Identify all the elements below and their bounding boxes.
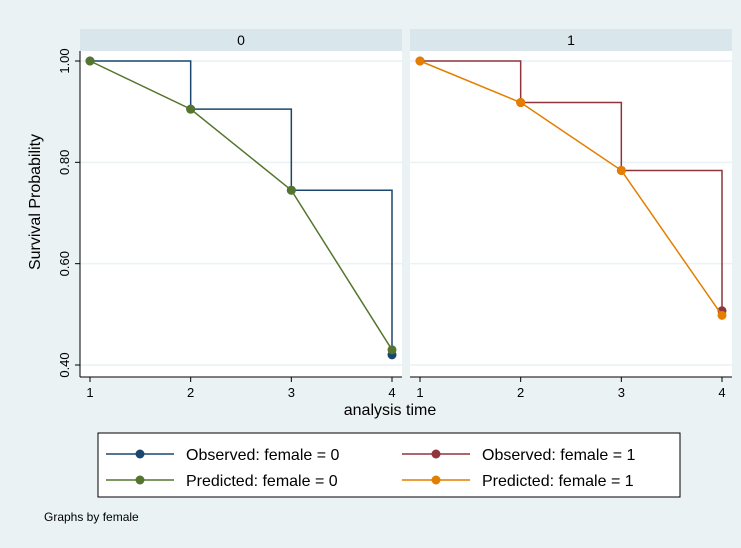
panel-strip-1 bbox=[410, 29, 732, 51]
point-0-1-3 bbox=[387, 345, 397, 355]
y-axis-label: Survival Probability bbox=[27, 134, 44, 270]
panel-0: 0 1 2 3 4 0.40 0.60 0.80 1.00 bbox=[57, 29, 402, 400]
panel-strip-0 bbox=[80, 29, 402, 51]
point-1-1-0 bbox=[415, 56, 425, 66]
x-tick-label-0-3: 4 bbox=[388, 385, 395, 400]
legend-box bbox=[97, 432, 681, 498]
x-tick-label-0-2: 3 bbox=[288, 385, 295, 400]
point-1-1-1 bbox=[516, 98, 526, 108]
point-0-1-0 bbox=[85, 56, 95, 66]
y-tick-label-3: 1.00 bbox=[57, 48, 72, 73]
legend-label-0: Observed: female = 0 bbox=[186, 447, 340, 464]
point-0-1-2 bbox=[286, 185, 296, 195]
legend-marker-1 bbox=[431, 449, 441, 459]
x-tick-label-1-2: 3 bbox=[618, 385, 625, 400]
y-tick-label-1: 0.60 bbox=[57, 251, 72, 276]
legend-marker-3 bbox=[431, 475, 441, 485]
legend-marker-0 bbox=[135, 449, 145, 459]
graphs-by-note: Graphs by female bbox=[44, 510, 139, 524]
series-line-0-1 bbox=[89, 60, 393, 351]
legend-marker-2 bbox=[135, 475, 145, 485]
x-tick-label-1-0: 1 bbox=[416, 385, 423, 400]
y-tick-label-0: 0.40 bbox=[57, 352, 72, 377]
series-line-1-1 bbox=[419, 60, 723, 316]
panel-1: 1 1 2 3 4 bbox=[410, 29, 732, 400]
point-1-1-3 bbox=[717, 310, 727, 320]
x-tick-label-1-1: 2 bbox=[517, 385, 524, 400]
point-0-1-1 bbox=[186, 104, 196, 114]
legend: Observed: female = 0 Observed: female = 1… bbox=[97, 432, 681, 498]
x-tick-label-0-1: 2 bbox=[187, 385, 194, 400]
x-tick-label-1-3: 4 bbox=[718, 385, 725, 400]
x-tick-label-0-0: 1 bbox=[86, 385, 93, 400]
panel-title-0: 0 bbox=[237, 32, 245, 48]
point-1-1-2 bbox=[616, 165, 626, 175]
panels: 0 1 2 3 4 0.40 0.60 0.80 1.00 1 1 2 3 4 bbox=[57, 29, 732, 400]
plot-area-1 bbox=[410, 51, 732, 377]
plot-area-0 bbox=[80, 51, 402, 377]
legend-label-2: Predicted: female = 0 bbox=[186, 473, 338, 490]
legend-label-3: Predicted: female = 1 bbox=[482, 473, 634, 490]
panel-title-1: 1 bbox=[567, 32, 575, 48]
y-tick-label-2: 0.80 bbox=[57, 150, 72, 175]
series-line-1-0 bbox=[420, 60, 723, 311]
x-axis-label: analysis time bbox=[344, 402, 437, 419]
series-line-0-0 bbox=[90, 60, 393, 355]
legend-label-1: Observed: female = 1 bbox=[482, 447, 636, 464]
